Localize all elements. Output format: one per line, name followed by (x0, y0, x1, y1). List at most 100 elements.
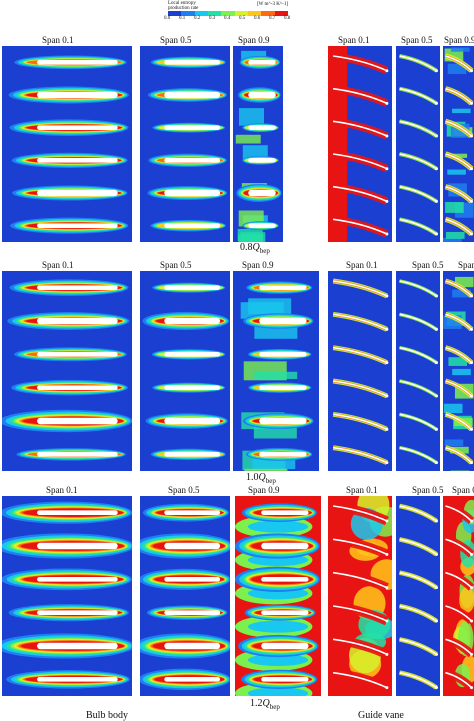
colorbar-tick-label: 0.0 (164, 16, 170, 21)
guide-vane-trailing-edge (435, 102, 438, 105)
guide-vane-trailing-edge (435, 620, 438, 623)
bulb-strut (164, 577, 220, 582)
contour-band (239, 108, 264, 126)
bulb-strut (259, 352, 306, 357)
bulb-strut (37, 418, 118, 424)
bulb-strut (164, 318, 220, 324)
guide-vane-trailing-edge (435, 361, 438, 364)
bulb-strut (261, 677, 308, 682)
bulb-strut (164, 643, 220, 649)
guide-vane-trailing-edge (385, 620, 388, 623)
contour-bulb-span0.5-0.8qbep (140, 46, 230, 242)
guide-vane-trailing-edge (435, 653, 438, 656)
guide-vane-trailing-edge (470, 686, 473, 689)
guide-vane-trailing-edge (470, 328, 473, 331)
guide-vane-trailing-edge (435, 328, 438, 331)
contour-plot (396, 46, 440, 242)
guide-vane-trailing-edge (435, 461, 438, 464)
guide-vane-trailing-edge (385, 200, 388, 203)
contour-band (446, 232, 465, 239)
contour-plot (328, 271, 392, 471)
guide-vane-trailing-edge (385, 295, 388, 298)
contour-band (248, 521, 308, 533)
guide-vane-trailing-edge (435, 135, 438, 138)
contour-plot (233, 46, 283, 242)
guide-vane-trailing-edge (470, 461, 473, 464)
guide-vane-trailing-edge (470, 102, 473, 105)
guide-vane-trailing-edge (435, 69, 438, 72)
span-label-vane-0.9-row1: Span 0.9 (444, 35, 474, 45)
span-label-bulb-0.9-row1: Span 0.9 (238, 35, 270, 45)
bulb-strut (37, 190, 118, 196)
bulb-strut (37, 92, 118, 98)
span-label-vane-0.1-row1: Span 0.1 (338, 35, 370, 45)
guide-vane-trailing-edge (470, 200, 473, 203)
span-label-vane-0.5-row1: Span 0.5 (401, 35, 433, 45)
guide-vane-trailing-edge (385, 428, 388, 431)
contour-band (452, 109, 471, 113)
contour-band (451, 48, 470, 52)
span-label-vane-0.9-row2: Span 0.9 (458, 260, 474, 270)
colorbar-tick-label: 0.2 (194, 16, 200, 21)
bulb-strut (261, 510, 308, 515)
bulb-strut (164, 677, 220, 682)
contour-plot (443, 46, 474, 242)
bulb-strut (261, 610, 308, 615)
span-label-bulb-0.1-row1: Span 0.1 (42, 35, 74, 45)
guide-vane-trailing-edge (435, 233, 438, 236)
bulb-strut (164, 125, 220, 130)
colorbar-tick-label: 0.5 (239, 16, 245, 21)
colorbar-tick-label: 0.3 (209, 16, 215, 21)
guide-vane-trailing-edge (435, 295, 438, 298)
bulb-strut (259, 318, 306, 324)
bulb-strut (248, 125, 276, 130)
contour-background (140, 496, 230, 696)
contour-plot (140, 271, 230, 471)
colorbar-tick-label: 0.8 (284, 16, 290, 21)
contour-band (248, 621, 308, 633)
guide-vane-trailing-edge (435, 520, 438, 523)
contour-vane-span0.5-0.8qbep (396, 46, 440, 242)
colorbar-title: Local entropy production rate (168, 1, 198, 11)
bulb-strut (248, 60, 276, 65)
guide-vane-trailing-edge (385, 69, 388, 72)
contour-plot (233, 271, 319, 471)
contour-plot (328, 46, 392, 242)
colorbar-unit: [W m^-3 K^-1] (257, 2, 288, 7)
contour-background (396, 271, 440, 471)
span-label-bulb-0.9-row2: Span 0.9 (242, 260, 274, 270)
bulb-strut (164, 60, 220, 65)
bulb-strut (164, 510, 220, 515)
guide-vane-trailing-edge (470, 553, 473, 556)
contour-background (396, 46, 440, 242)
bulb-strut (164, 158, 220, 163)
bulb-strut (164, 610, 220, 615)
guide-vane-trailing-edge (435, 167, 438, 170)
contour-vane-span0.5-1.2qbep (396, 496, 440, 696)
bulb-strut (37, 543, 118, 549)
guide-vane-trailing-edge (470, 167, 473, 170)
contour-background (328, 271, 392, 471)
guide-vane-trailing-edge (385, 361, 388, 364)
row-label-1.2qbep: 1.2Qbep (250, 698, 280, 711)
contour-bulb-span0.9-1.2qbep (235, 496, 321, 696)
guide-vane-trailing-edge (385, 135, 388, 138)
contour-band (328, 46, 347, 242)
bulb-strut (248, 158, 276, 163)
bulb-strut (164, 543, 220, 549)
guide-vane-trailing-edge (385, 328, 388, 331)
guide-vane-trailing-edge (385, 395, 388, 398)
guide-vane-trailing-edge (385, 553, 388, 556)
contour-bulb-span0.5-1.0qbep (140, 271, 230, 471)
contour-plot (2, 496, 132, 696)
contour-band (445, 202, 464, 213)
contour-band (236, 135, 261, 144)
bulb-strut (164, 385, 220, 390)
guide-vane-trailing-edge (470, 428, 473, 431)
colorbar-tick-label: 0.7 (269, 16, 275, 21)
guide-vane-trailing-edge (385, 461, 388, 464)
bulb-strut (37, 125, 118, 130)
contour-band (445, 439, 464, 446)
guide-vane-trailing-edge (470, 295, 473, 298)
